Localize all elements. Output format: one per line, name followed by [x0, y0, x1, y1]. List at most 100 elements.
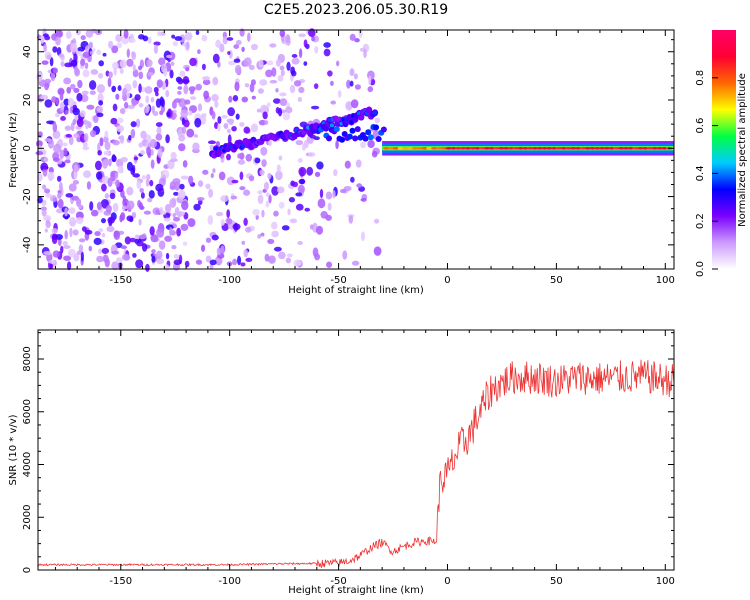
spectrogram-noise-blob: [68, 135, 74, 146]
spectrogram-noise-blob: [266, 60, 274, 66]
zero-doppler-peak: [440, 146, 448, 150]
spectrogram-noise-blob: [166, 111, 171, 117]
spectrogram-noise-blob: [96, 201, 102, 211]
spectrogram-noise-blob: [134, 234, 140, 240]
spectrogram-noise-blob: [59, 149, 65, 159]
spectrogram-noise-blob: [123, 254, 131, 261]
spectrogram-noise-blob: [126, 90, 130, 99]
zero-doppler-peak: [421, 146, 429, 150]
spectrogram-noise-blob: [114, 172, 119, 179]
spectrogram-x-tick-label: -150: [109, 275, 132, 286]
spectrogram-noise-blob: [101, 247, 110, 255]
zero-doppler-peak: [531, 146, 539, 150]
spectrogram-noise-blob: [314, 171, 321, 178]
spectrogram-noise-blob: [271, 67, 277, 77]
spectrogram-noise-blob: [325, 191, 333, 200]
spectrogram-noise-blob: [241, 46, 245, 53]
spectrogram-noise-blob: [40, 206, 47, 211]
spectrogram-noise-blob: [82, 51, 91, 58]
spectrogram-noise-blob: [174, 36, 183, 41]
spectrogram-noise-blob: [232, 258, 238, 266]
spectrogram-noise-blob: [342, 250, 348, 260]
spectrogram-noise-blob: [144, 86, 153, 94]
spectrogram-noise-blob: [64, 125, 72, 131]
zero-doppler-peak: [493, 146, 501, 150]
spectrogram-echo-blob: [333, 126, 340, 133]
spectrogram-noise-blob: [310, 105, 320, 110]
spectrogram-noise-blob: [343, 185, 352, 192]
spectrogram-noise-blob: [217, 123, 221, 132]
spectrogram-noise-blob: [66, 86, 72, 94]
spectrogram-noise-blob: [149, 179, 154, 187]
spectrogram-noise-blob: [72, 118, 77, 126]
snr-y-tick-label: 4000: [22, 452, 33, 477]
spectrogram-noise-blob: [348, 215, 354, 224]
zero-doppler-peak: [383, 146, 390, 150]
zero-doppler-peak: [536, 146, 544, 150]
spectrogram-noise-blob: [63, 77, 72, 85]
snr-background: [38, 330, 674, 570]
zero-doppler-peak: [598, 146, 606, 150]
spectrogram-noise-blob: [95, 171, 103, 180]
spectrogram-noise-blob: [184, 31, 193, 41]
spectrogram-noise-blob: [132, 173, 140, 178]
spectrogram-noise-blob: [69, 83, 76, 90]
spectrogram-noise-blob: [263, 181, 269, 191]
spectrogram-noise-blob: [170, 158, 178, 163]
zero-doppler-peak: [651, 146, 659, 150]
spectrogram-noise-blob: [57, 87, 65, 96]
spectrogram-noise-blob: [152, 207, 161, 216]
spectrogram-noise-blob: [65, 133, 72, 138]
spectrogram-noise-blob: [205, 237, 212, 243]
spectrogram-noise-blob: [265, 69, 273, 78]
spectrogram-noise-blob: [207, 140, 216, 145]
spectrogram-noise-blob: [96, 49, 102, 55]
zero-doppler-peak: [498, 146, 505, 150]
spectrogram-noise-blob: [368, 75, 372, 86]
spectrogram-noise-blob: [237, 255, 242, 266]
spectrogram-echo-blob: [320, 124, 327, 131]
spectrogram-noise-blob: [99, 137, 104, 147]
spectrogram-noise-blob: [188, 110, 193, 116]
spectrogram-noise-blob: [112, 61, 119, 70]
spectrogram-noise-blob: [156, 31, 162, 37]
spectrogram-noise-blob: [123, 29, 129, 39]
spectrogram-noise-blob: [273, 246, 282, 252]
spectrogram-noise-blob: [98, 248, 102, 255]
spectrogram-noise-blob: [69, 227, 73, 238]
spectrogram-noise-blob: [279, 29, 286, 38]
spectrogram-signal-layer: [209, 106, 674, 159]
spectrogram-noise-blob: [44, 137, 52, 142]
spectrogram-noise-blob: [166, 54, 173, 59]
spectrogram-noise-blob: [243, 249, 249, 258]
spectrogram-noise-blob: [112, 202, 119, 212]
spectrogram-noise-blob: [116, 117, 124, 124]
spectrogram-noise-blob: [164, 203, 172, 213]
spectrogram-noise-blob: [278, 155, 283, 161]
zero-doppler-peak: [622, 146, 630, 150]
zero-doppler-peak: [550, 146, 558, 150]
snr-x-label: Height of straight line (km): [288, 585, 424, 596]
spectrogram-noise-blob: [235, 113, 240, 120]
spectrogram-noise-blob: [177, 189, 186, 200]
spectrogram-y-tick-label: -40: [22, 237, 33, 253]
zero-doppler-peak: [445, 146, 453, 150]
zero-doppler-peak: [416, 146, 424, 150]
zero-doppler-peak: [632, 146, 640, 150]
spectrogram-noise-blob: [281, 225, 290, 231]
spectrogram-noise-blob: [220, 245, 225, 255]
spectrogram-noise-blob: [276, 186, 285, 194]
spectrogram-noise-blob: [227, 128, 231, 134]
spectrogram-noise-blob: [64, 110, 69, 115]
spectrogram-noise-blob: [111, 250, 120, 255]
spectrogram-noise-blob: [250, 43, 258, 51]
spectrogram-noise-blob: [147, 197, 153, 203]
spectrogram-noise-blob: [218, 171, 226, 181]
spectrogram-noise-blob: [120, 212, 126, 221]
spectrogram-noise-blob: [179, 183, 185, 190]
spectrogram-noise-blob: [105, 204, 112, 213]
zero-doppler-peak: [450, 146, 457, 150]
spectrogram-noise-blob: [98, 100, 104, 106]
spectrogram-noise-blob: [37, 172, 43, 182]
spectrogram-noise-blob: [69, 106, 74, 114]
